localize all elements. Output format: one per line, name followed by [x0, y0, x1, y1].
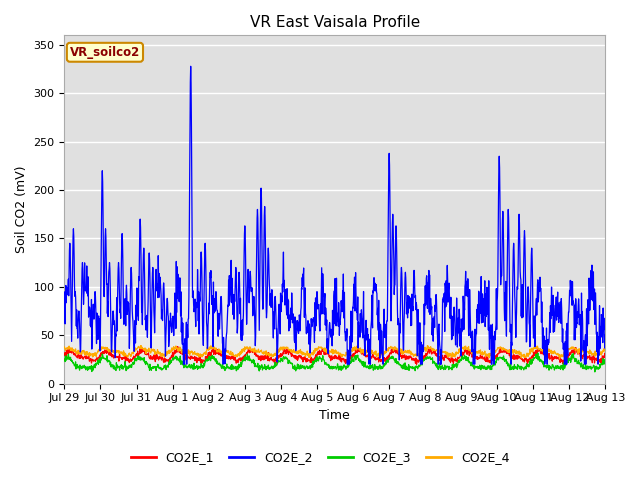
Legend: CO2E_1, CO2E_2, CO2E_3, CO2E_4: CO2E_1, CO2E_2, CO2E_3, CO2E_4 [125, 446, 515, 469]
Text: VR_soilco2: VR_soilco2 [70, 46, 140, 59]
Bar [65, 36, 605, 287]
Bar [65, 287, 605, 384]
X-axis label: Time: Time [319, 409, 350, 422]
Title: VR East Vaisala Profile: VR East Vaisala Profile [250, 15, 420, 30]
Y-axis label: Soil CO2 (mV): Soil CO2 (mV) [15, 166, 28, 253]
